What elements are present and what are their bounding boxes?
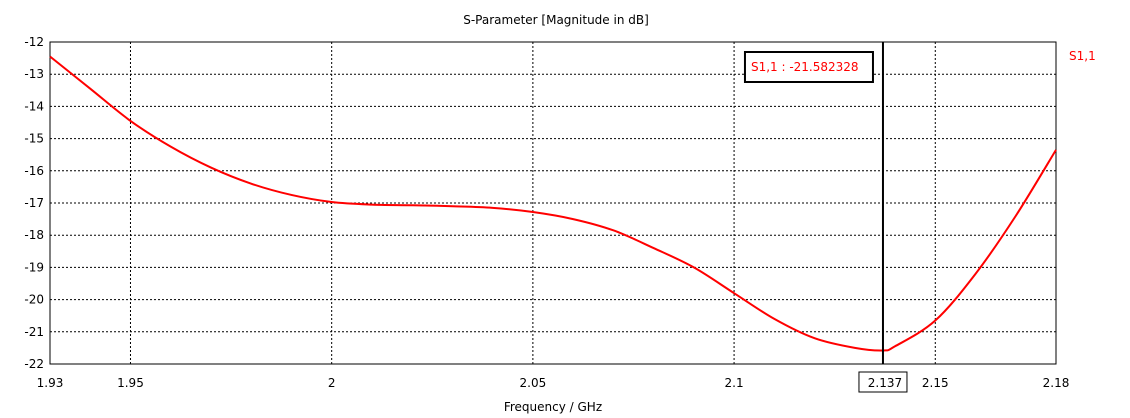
x-tick-label: 1.95 xyxy=(117,376,144,390)
marker-x-label-box xyxy=(858,371,908,393)
marker-x-label: 2.137 xyxy=(858,371,908,393)
marker-annotation-text: S1,1 : -21.582328 xyxy=(751,60,859,74)
plot-frame xyxy=(49,41,1057,365)
x-axis-label: Frequency / GHz xyxy=(504,400,602,414)
marker-x-label-text: 2.137 xyxy=(868,376,902,390)
x-tick-label: 2.1 xyxy=(725,376,744,390)
y-tick-label: -14 xyxy=(24,99,44,113)
y-tick-label: -15 xyxy=(24,132,44,146)
y-tick-label: -19 xyxy=(24,260,44,274)
x-tick-label: 1.93 xyxy=(37,376,64,390)
marker-annotation-box xyxy=(743,51,874,83)
x-tick-label: 2.15 xyxy=(922,376,949,390)
y-tick-label: -16 xyxy=(24,164,44,178)
y-tick-label: -22 xyxy=(24,357,44,371)
y-tick-label: -13 xyxy=(24,67,44,81)
y-tick-label: -18 xyxy=(24,228,44,242)
legend-entry-s11: S1,1 xyxy=(1069,49,1096,63)
series-line-s11 xyxy=(49,55,1057,352)
x-axis: 1.93 1.95 2 2.05 2.1 2.15 2.18 xyxy=(37,376,1070,390)
y-tick-label: -20 xyxy=(24,293,44,307)
x-tick-label: 2.05 xyxy=(520,376,547,390)
chart-title: S-Parameter [Magnitude in dB] xyxy=(463,13,649,27)
y-tick-label: -17 xyxy=(24,196,44,210)
y-tick-label: -12 xyxy=(24,35,44,49)
grid xyxy=(50,42,1056,364)
x-tick-label: 2 xyxy=(328,376,336,390)
x-tick-label: 2.18 xyxy=(1043,376,1070,390)
y-tick-label: -21 xyxy=(24,325,44,339)
y-axis: -12 -13 -14 -15 -16 -17 -18 -19 -20 -21 -22 xyxy=(24,35,44,371)
marker-annotation[interactable]: S1,1 : -21.582328 xyxy=(743,51,874,83)
